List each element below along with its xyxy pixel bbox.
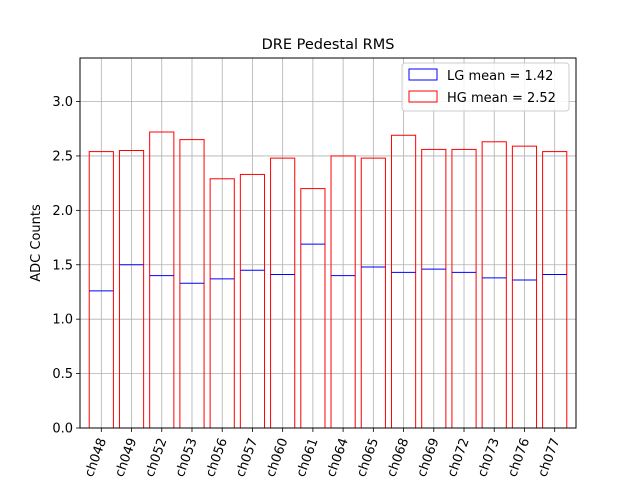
- x-axis: ch048 ch049 ch052 ch053 ch056 ch057 ch060 ch061…: [82, 428, 563, 479]
- y-tick-label: 1.5: [52, 258, 73, 273]
- y-tick-label: 2.5: [52, 149, 73, 164]
- x-tick-label: ch076: [505, 436, 533, 479]
- y-axis: 0.0 0.5 1.0 1.5 2.0 2.5 3.0: [52, 95, 80, 437]
- x-tick-label: ch073: [475, 436, 503, 479]
- y-axis-label: ADC Counts: [29, 204, 44, 282]
- legend-swatch-hg: [408, 90, 438, 103]
- x-tick-label: ch048: [82, 436, 110, 479]
- x-tick-label: ch065: [354, 436, 382, 479]
- x-tick-label: ch072: [445, 436, 473, 479]
- x-tick-label: ch052: [143, 436, 171, 479]
- bars: [88, 131, 568, 429]
- y-tick-label: 3.0: [52, 95, 73, 110]
- legend-swatch-lg: [408, 68, 438, 81]
- legend-frame: [401, 62, 570, 112]
- grid-lines: [80, 58, 576, 429]
- x-tick-label: ch068: [384, 436, 412, 479]
- y-tick-label: 2.0: [52, 204, 73, 219]
- y-tick-label: 0.0: [52, 422, 73, 437]
- chart-title: DRE Pedestal RMS: [262, 37, 395, 53]
- legend-label-hg: HG mean = 2.52: [447, 91, 556, 106]
- x-tick-label: ch056: [203, 436, 231, 479]
- x-tick-label: ch053: [173, 436, 201, 479]
- x-tick-label: ch060: [264, 436, 292, 479]
- x-tick-label: ch064: [324, 436, 352, 479]
- x-tick-label: ch061: [294, 436, 322, 479]
- x-tick-label: ch049: [112, 436, 140, 479]
- legend-label-lg: LG mean = 1.42: [447, 69, 553, 84]
- y-tick-label: 0.5: [52, 367, 73, 382]
- legend: LG mean = 1.42 HG mean = 2.52: [401, 62, 570, 112]
- plot-frame: [79, 57, 577, 429]
- x-tick-label: ch077: [536, 436, 564, 479]
- x-tick-label: ch069: [415, 436, 443, 479]
- y-tick-label: 1.0: [52, 313, 73, 328]
- x-tick-label: ch057: [233, 436, 261, 479]
